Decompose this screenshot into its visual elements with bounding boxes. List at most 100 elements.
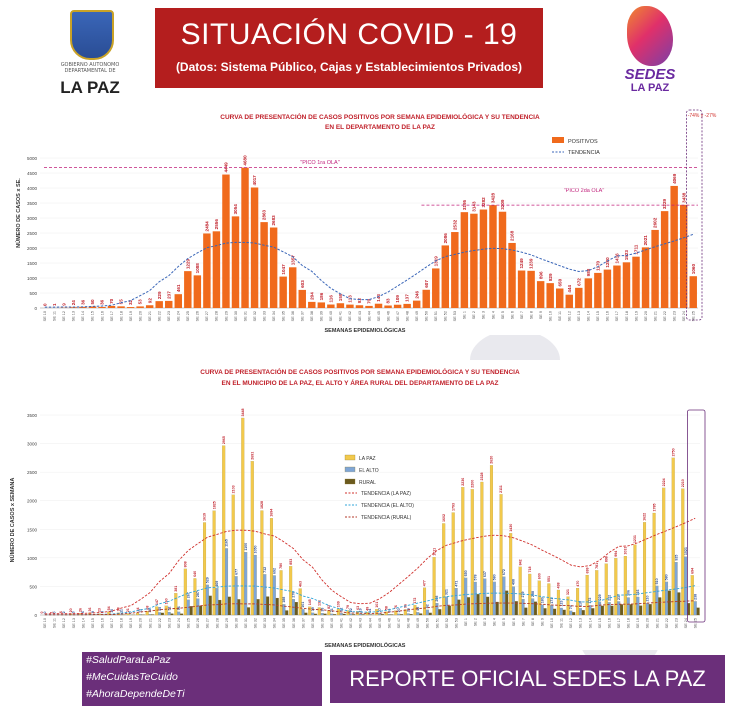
chart1-bar <box>69 307 78 308</box>
chart2-bar-rural <box>639 605 643 616</box>
chart2-data-label-lapaz: 699 <box>585 568 589 574</box>
chart1-data-label: 0 <box>42 303 47 306</box>
chart2-data-label-elalto: 14 <box>368 609 372 613</box>
chart2-data-label-lapaz: 63 <box>356 606 360 610</box>
chart2-y-tick: 1500 <box>27 527 38 532</box>
chart2-bar-rural <box>333 614 337 616</box>
chart2-data-label-lapaz: 1430 <box>509 524 513 532</box>
chart2-data-label-lapaz: 82 <box>327 605 331 609</box>
chart1-x-tick: SE 44 <box>367 311 371 321</box>
chart1-bar <box>584 278 593 308</box>
chart2-data-label-elalto: 529 <box>206 577 210 583</box>
chart1-data-label: 1239 <box>529 258 534 269</box>
chart2-legend-label: EL ALTO <box>359 468 379 474</box>
chart2-data-label-elalto: 578 <box>473 574 477 580</box>
chart2-bar-rural <box>342 613 346 616</box>
chart2-data-label-lapaz: 2224 <box>662 478 666 486</box>
chart2-bar-rural <box>419 613 423 616</box>
chart1-data-label: 1229 <box>185 258 190 269</box>
chart2-data-label-elalto: 10 <box>110 609 114 613</box>
chart2-y-tick: 1000 <box>27 556 38 561</box>
chart2-bar-elalto <box>645 602 649 616</box>
chart1-bar <box>641 247 650 308</box>
chart2-data-label-elalto: 101 <box>301 602 305 608</box>
chart1-bar <box>269 227 278 308</box>
chart1-data-label: 3143 <box>471 201 476 212</box>
chart1-data-label: 650 <box>557 278 562 286</box>
chart2-data-label-lapaz: 2111 <box>499 485 503 493</box>
chart2-data-label-lapaz: 842 <box>518 559 522 565</box>
chart2-data-label-elalto: 16 <box>387 609 391 613</box>
chart2-bar-elalto <box>244 552 248 616</box>
chart2-title-line2: EN EL MUNICIPIO DE LA PAZ, EL ALTO Y ÁRE… <box>222 378 499 387</box>
chart2-bar-elalto <box>684 556 688 616</box>
chart1-bar <box>336 303 345 308</box>
chart1-bar <box>184 271 192 308</box>
chart2-data-label-elalto: 74 <box>569 605 573 609</box>
chart2-data-label-elalto: 1050 <box>253 546 257 554</box>
chart2-bar-lapaz <box>633 544 637 616</box>
chart2-x-tick: SE 36 <box>292 618 296 628</box>
chart2-bar-rural <box>600 605 604 616</box>
chart2-data-label-elalto: 20 <box>397 608 401 612</box>
chart1-data-label: 2532 <box>452 219 457 230</box>
chart2-bar-lapaz <box>193 578 197 616</box>
chart1-bar <box>298 289 306 308</box>
hashtag-2: #MeCuidasTeCuido <box>86 671 178 683</box>
chart2-bar-elalto <box>617 601 621 616</box>
chart1-bar <box>460 212 469 308</box>
chart2-data-label-elalto: 27 <box>378 608 382 612</box>
chart2-data-label-lapaz: 1793 <box>451 503 455 511</box>
chart1-data-label: 1 <box>52 303 57 306</box>
sedes-logo-top: SEDES <box>624 66 676 83</box>
chart2-bar-lapaz <box>623 556 627 616</box>
chart1-data-label: 2863 <box>262 209 267 220</box>
chart1-data-label: 36 <box>100 299 105 305</box>
chart1-data-label: 4069 <box>672 173 677 184</box>
chart2-data-label-lapaz: 2328 <box>480 472 484 480</box>
chart1-x-tick: SE 17 <box>110 311 114 321</box>
chart2-x-tick: SE 9 <box>540 618 544 626</box>
chart2-x-tick: SE 6 <box>512 618 516 626</box>
chart1-bar <box>241 167 249 308</box>
chart2-x-tick: SE 13 <box>72 618 76 628</box>
chart2-data-label-elalto: 229 <box>598 594 602 600</box>
chart1-bar <box>660 211 669 308</box>
chart1-bar <box>575 287 583 308</box>
chart1-bar <box>498 211 507 308</box>
chart2-data-label-elalto: 180 <box>540 597 544 603</box>
sedes-logo-bottom: LA PAZ <box>630 82 670 94</box>
chart1-bar <box>117 306 125 308</box>
chart2-bar-rural <box>170 613 174 616</box>
chart1-data-label: 1357 <box>290 255 295 266</box>
chart2-data-label-elalto: 19 <box>359 608 363 612</box>
chart1-x-tick: SE 46 <box>386 311 390 321</box>
chart1-data-label: 3438 <box>681 192 686 203</box>
chart1-bar <box>288 267 297 308</box>
chart1-x-tick: SE 23 <box>167 311 171 321</box>
chart1-ylabel: NÚMERO DE CASOS x SE. <box>15 178 22 248</box>
chart2-data-label-lapaz: 477 <box>423 580 427 586</box>
chart2-bar-elalto <box>253 554 257 616</box>
chart2-bar-elalto <box>502 576 506 616</box>
chart2-x-tick: SE 16 <box>607 618 611 628</box>
chart2-bar-lapaz <box>461 487 465 616</box>
chart2-data-label-elalto: 316 <box>636 589 640 595</box>
chart1-bar <box>422 289 430 308</box>
chart2-x-tick: SE 16 <box>100 618 104 628</box>
hashtag-3: #AhoraDependeDeTi <box>86 688 185 700</box>
chart2-data-label-lapaz: 808 <box>184 561 188 567</box>
chart1-data-label: 2484 <box>204 221 209 232</box>
chart2-data-label-elalto: 650 <box>464 570 468 576</box>
chart2-data-label-lapaz: 54 <box>107 606 111 610</box>
chart2-bar-lapaz <box>604 563 608 616</box>
chart2-data-label-lapaz: 600 <box>538 573 542 579</box>
chart1-x-tick: SE 13 <box>72 311 76 321</box>
chart2-bar-elalto <box>464 577 468 616</box>
chart2-x-tick: SE 14 <box>81 618 85 628</box>
chart1-x-tick: SE 17 <box>615 311 619 321</box>
chart2-data-label-lapaz: 101 <box>375 602 379 608</box>
chart1-bar <box>603 269 612 308</box>
chart1-x-tick: SE 10 <box>548 311 552 321</box>
chart2-ylabel: NÚMERO DE CASOS x SEMANA <box>9 478 16 563</box>
